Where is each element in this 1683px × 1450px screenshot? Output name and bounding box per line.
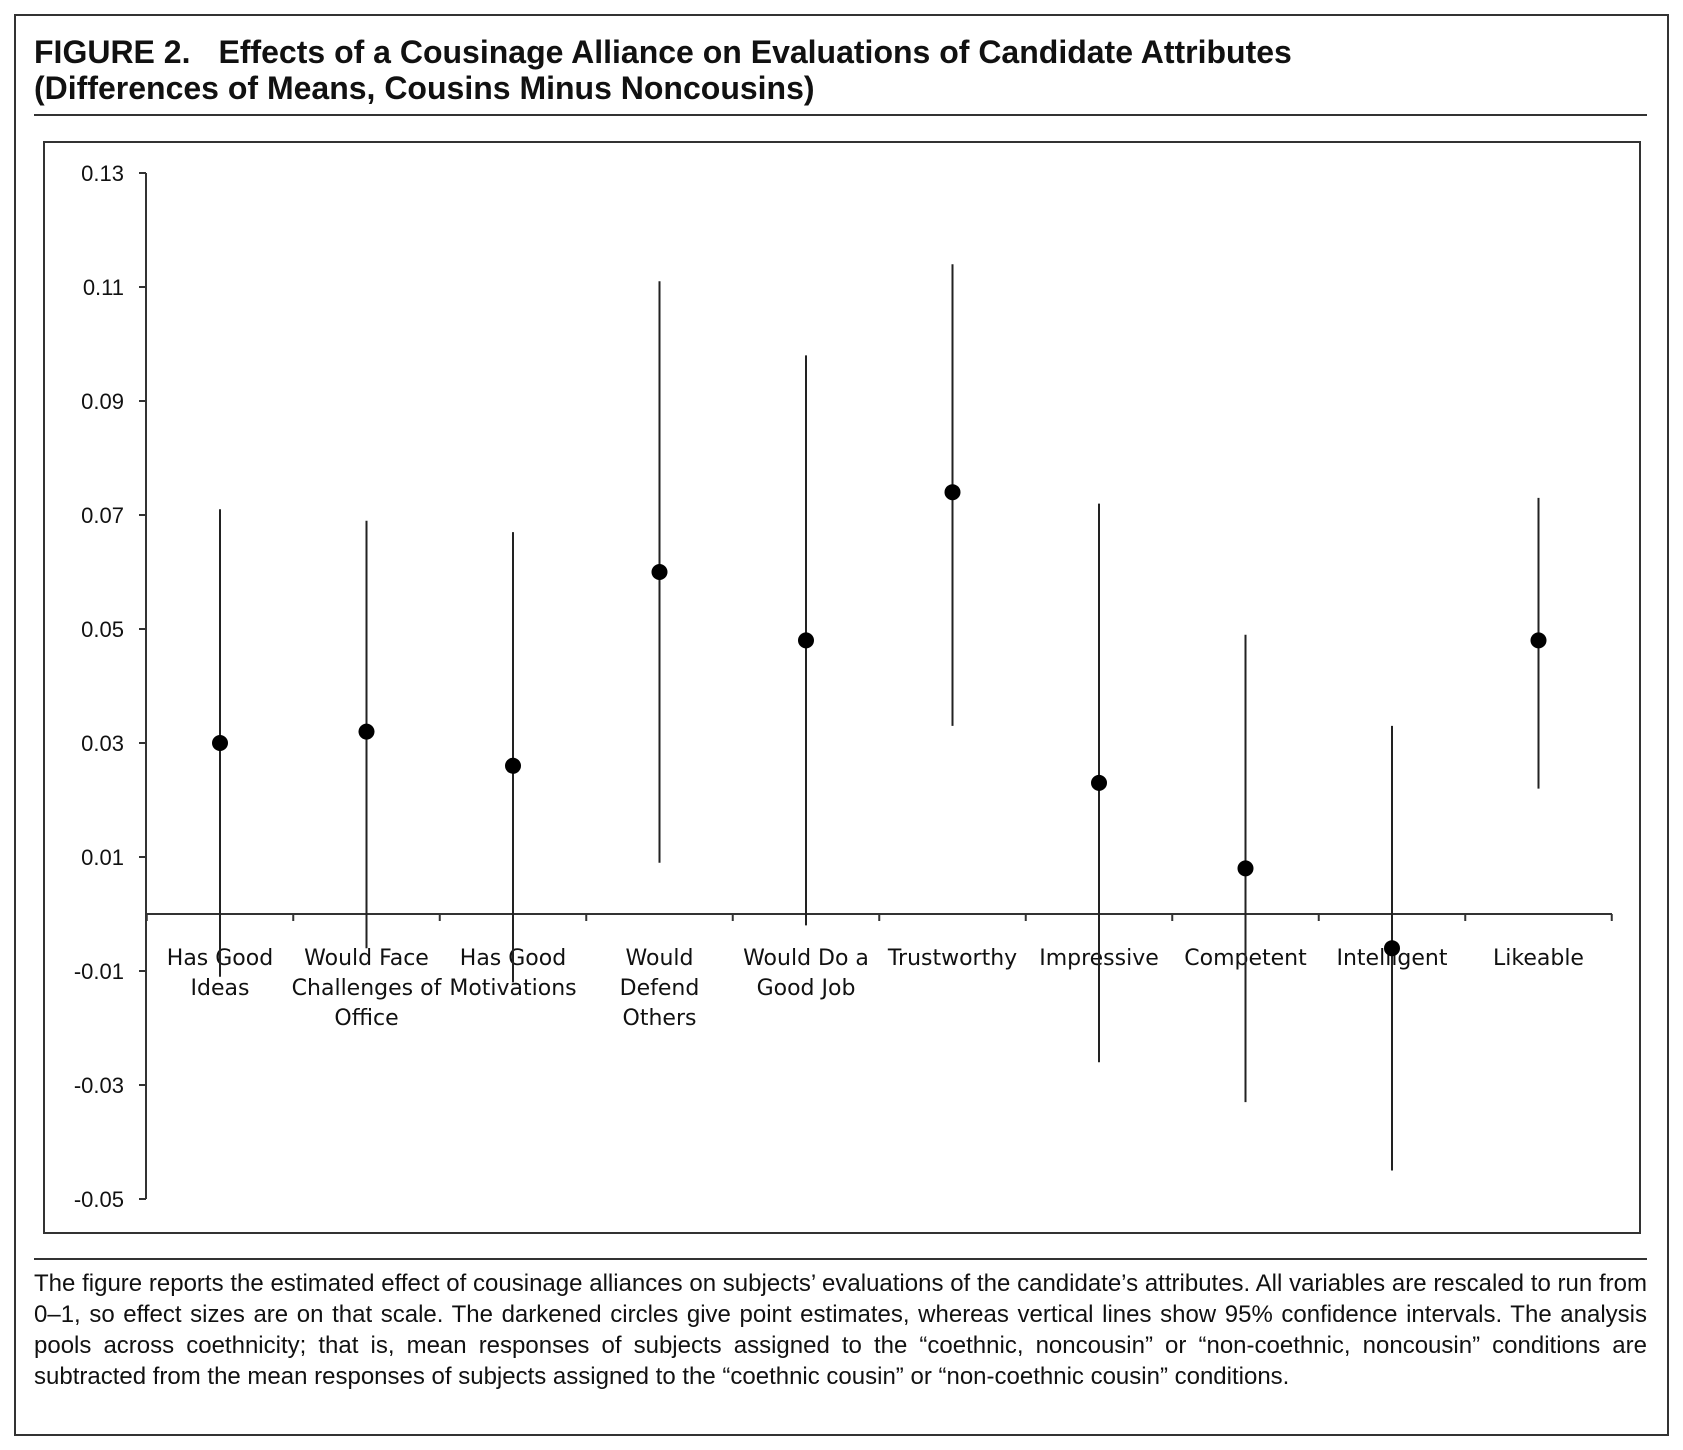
category-label: Likeable — [1493, 946, 1584, 971]
figure-frame — [14, 14, 1669, 1436]
category-label: Office — [334, 1006, 398, 1031]
y-tick-label: 0.13 — [81, 161, 124, 186]
category-label: Ideas — [191, 976, 250, 1001]
y-tick-label: 0.07 — [81, 503, 124, 528]
caption-rule — [34, 1258, 1647, 1260]
category-label: Challenges of — [292, 976, 443, 1001]
point-estimate — [212, 735, 228, 751]
category-label: Would Face — [304, 946, 429, 971]
y-tick-label: 0.03 — [81, 731, 124, 756]
point-estimate — [944, 484, 961, 501]
point-estimate — [1384, 940, 1400, 957]
chart-frame — [43, 141, 1641, 1234]
point-estimate — [798, 632, 814, 649]
title-rule — [34, 114, 1647, 116]
point-estimate — [358, 723, 375, 740]
point-estimate — [651, 564, 668, 580]
y-tick-label: 0.05 — [81, 617, 124, 642]
category-label: Trustworthy — [887, 946, 1017, 971]
y-tick-label: 0.11 — [83, 275, 124, 300]
category-label: Others — [623, 1006, 697, 1031]
y-tick-label: 0.01 — [81, 845, 124, 870]
figure-title-text: Effects of a Cousinage Alliance on Evalu… — [218, 34, 1292, 70]
y-tick-label: -0.03 — [74, 1073, 124, 1098]
category-label: Would — [626, 946, 694, 971]
point-estimate — [505, 757, 521, 774]
category-label: Good Job — [757, 976, 856, 1001]
figure-subtitle: (Differences of Means, Cousins Minus Non… — [34, 70, 815, 106]
point-estimate — [1091, 774, 1107, 791]
point-estimate — [1237, 860, 1254, 877]
y-tick-label: -0.05 — [74, 1187, 124, 1212]
point-estimate — [1530, 632, 1547, 649]
y-tick-label: -0.01 — [74, 959, 124, 984]
figure-caption: The figure reports the estimated effect … — [34, 1270, 1647, 1390]
category-label: Defend — [620, 976, 700, 1001]
y-tick-label: 0.09 — [81, 389, 124, 414]
figure-title-line1: FIGURE 2. Effects of a Cousinage Alliance… — [34, 34, 1634, 70]
figure-title: FIGURE 2. Effects of a Cousinage Alliance… — [34, 34, 1634, 106]
category-label: Would Do a — [743, 946, 869, 971]
figure-label: FIGURE 2. — [34, 34, 191, 70]
